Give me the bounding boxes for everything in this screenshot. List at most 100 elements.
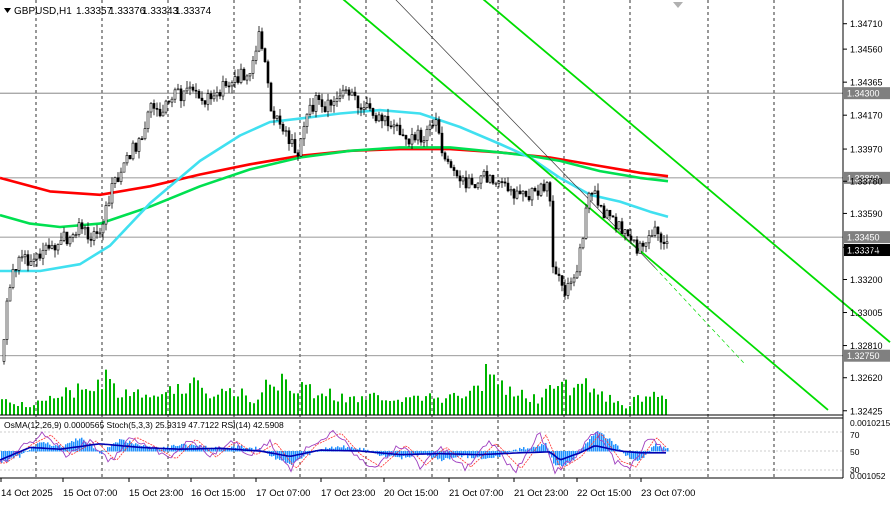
osma-bar (117, 442, 119, 452)
volume-bar (581, 383, 583, 415)
volume-bar (525, 398, 527, 415)
candle-body (233, 76, 237, 83)
oscillator-panel[interactable]: OsMA(12,26,9) 0.0000565 Stoch(5,3,3) 25.… (0, 418, 890, 481)
candle-body (269, 82, 273, 112)
price-tick-label: 1.32810 (850, 341, 883, 351)
volume-bar (229, 388, 231, 415)
horizontal-levels[interactable]: 1.34300 1.33800 1.33450 1.32750 (0, 87, 890, 362)
volume-bar (109, 378, 111, 415)
osma-bar (157, 448, 159, 452)
candle-body (164, 100, 168, 113)
trend-channel-line[interactable] (462, 0, 891, 343)
volume-bar (593, 388, 595, 415)
oscillator-axis-label: 0.001052 (850, 471, 886, 481)
symbol-dropdown-icon[interactable] (4, 8, 11, 13)
volume-bar (441, 402, 443, 415)
level-tag[interactable] (844, 171, 890, 184)
candle-body (131, 142, 135, 160)
candle-body (542, 183, 546, 192)
volume-bar (73, 397, 75, 415)
candle-body (431, 124, 435, 127)
volume-bar (269, 384, 271, 415)
osma-bar (87, 444, 89, 452)
candle-body (272, 110, 276, 119)
osma-bar (239, 445, 241, 452)
candle-body (455, 170, 459, 177)
volume-bar (21, 402, 23, 415)
candle-body (494, 182, 498, 185)
volume-bar (565, 379, 567, 415)
volume-bar (301, 382, 303, 415)
volume-bar (137, 389, 139, 415)
osma-bar (47, 442, 49, 452)
volume-bar (613, 402, 615, 415)
osma-bar (79, 438, 81, 452)
candle-body (125, 155, 129, 164)
candle-body (209, 93, 213, 100)
oscillator-axis-label: 50 (850, 447, 860, 457)
channel-lines[interactable] (322, 0, 891, 411)
moving-average-line (0, 147, 669, 197)
volume-bar (597, 394, 599, 415)
candle-body (89, 238, 93, 241)
level-tag[interactable] (844, 231, 890, 244)
volume-bar (293, 393, 295, 415)
symbol-label: GBPUSD,H1 (14, 6, 72, 17)
scroll-marker-icon[interactable] (673, 2, 683, 8)
candle-body (185, 87, 189, 92)
volume-bar (133, 392, 135, 415)
candle-body (257, 31, 261, 52)
candle-body (551, 200, 555, 268)
osma-bar (43, 442, 45, 452)
candle-body (23, 254, 27, 258)
osma-bar (227, 448, 229, 452)
osma-bar (513, 449, 515, 452)
osma-bar (169, 447, 171, 452)
trend-channel-line[interactable] (654, 267, 746, 365)
osma-bar (335, 447, 337, 452)
osma-bar (641, 451, 643, 459)
candle-body (611, 215, 615, 218)
osma-bar (643, 451, 645, 458)
candle-body (98, 232, 102, 235)
ohlc-low: 1.33343 (142, 6, 179, 17)
osma-bar (633, 451, 635, 460)
volume-bar (5, 399, 7, 415)
level-tag[interactable] (844, 87, 890, 100)
osma-bar (583, 446, 585, 452)
candle-body (107, 202, 111, 206)
volume-bar (641, 401, 643, 415)
candle-body (650, 235, 654, 237)
osma-bar (141, 446, 143, 452)
osma-bar (113, 443, 115, 452)
volume-bar (469, 390, 471, 415)
volume-bar (637, 395, 639, 415)
osma-bar (111, 445, 113, 452)
level-tag[interactable] (844, 349, 890, 362)
osma-bar (439, 451, 441, 459)
candle-body (605, 209, 609, 219)
volume-bar (77, 383, 79, 415)
osma-bar (351, 446, 353, 452)
candle-body (146, 111, 150, 129)
osma-bar (89, 443, 91, 452)
candle-body (197, 90, 201, 99)
trend-channel-line[interactable] (322, 0, 829, 411)
candle-body (266, 61, 270, 84)
osma-bar (587, 442, 589, 452)
candle-body (317, 95, 321, 100)
candle-body (647, 235, 651, 244)
osma-bar (521, 448, 523, 452)
price-tick-label: 1.34560 (850, 45, 883, 55)
volume-bar (645, 396, 647, 415)
osma-bar (655, 443, 657, 452)
volume-bar (193, 377, 195, 415)
osma-bar (463, 451, 465, 456)
trend-channel-line[interactable] (378, 0, 656, 268)
candle-body (14, 269, 18, 271)
osma-bar (515, 449, 517, 452)
candle-body (500, 181, 504, 183)
candle-body (344, 89, 348, 92)
